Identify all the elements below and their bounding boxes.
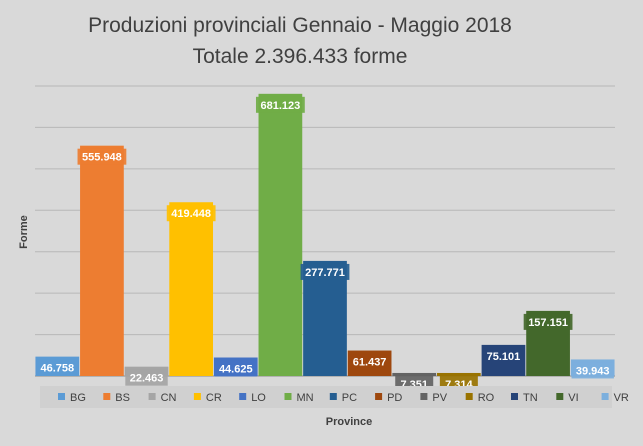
data-label-mn: 681.123 — [261, 100, 301, 112]
legend-label-mn: MN — [297, 392, 314, 404]
data-label-vi: 157.151 — [528, 317, 568, 329]
legend-background — [40, 386, 612, 408]
legend: BG BS CN CR LO MN PC PD PV RO TN VI VR — [58, 392, 629, 404]
data-labels: 46.758 555.948 22.463 419.448 44.625 681.123 2… — [36, 96, 614, 392]
data-label-cr: 419.448 — [171, 208, 211, 220]
data-label-bg: 46.758 — [40, 363, 74, 375]
legend-label-cr: CR — [206, 392, 222, 404]
data-label-background — [166, 205, 216, 222]
x-axis-title: Province — [326, 416, 372, 428]
legend-swatch-cn — [148, 393, 156, 400]
legend-swatch-pd — [375, 393, 383, 400]
legend-swatch-vi — [556, 393, 564, 400]
data-label-background — [300, 263, 350, 280]
data-label-cn: 22.463 — [130, 373, 164, 385]
legend-label-bs: BS — [115, 392, 130, 404]
bar-bs — [80, 145, 124, 376]
legend-swatch-bs — [103, 393, 111, 400]
bar-pc — [303, 260, 347, 376]
data-label-background — [523, 313, 573, 330]
legend-label-cn: CN — [161, 392, 177, 404]
data-label-background — [214, 360, 257, 377]
legend-swatch-bg — [58, 393, 65, 400]
data-label-tn: 75.101 — [487, 351, 521, 363]
data-label-background — [125, 369, 168, 386]
legend-swatch-pv — [420, 393, 428, 400]
data-label-pc: 277.771 — [305, 267, 345, 279]
chart-title: Produzioni provinciali Gennaio - Maggio … — [88, 14, 512, 37]
legend-label-lo: LO — [251, 392, 266, 404]
data-label-background — [36, 359, 79, 376]
bar-ro — [436, 372, 481, 376]
data-label-background — [348, 353, 391, 370]
bar-pv — [392, 372, 437, 376]
legend-label-pv: PV — [432, 392, 447, 404]
legend-label-pc: PC — [342, 392, 357, 404]
legend-label-tn: TN — [523, 392, 538, 404]
data-label-pd: 61.437 — [353, 357, 387, 369]
legend-label-vr: VR — [614, 392, 629, 404]
y-axis-title: Forme — [18, 215, 30, 249]
data-label-bs: 555.948 — [82, 152, 122, 164]
legend-label-ro: RO — [478, 392, 495, 404]
legend-swatch-lo — [239, 393, 247, 400]
data-label-background — [255, 96, 305, 113]
data-label-vr: 39.943 — [576, 365, 610, 377]
bar-mn — [258, 93, 303, 377]
legend-swatch-vr — [601, 393, 609, 400]
legend-label-vi: VI — [568, 392, 578, 404]
legend-label-pd: PD — [387, 392, 402, 404]
data-label-lo: 44.625 — [219, 364, 253, 376]
data-label-background — [77, 148, 127, 165]
legend-swatch-tn — [511, 393, 518, 400]
data-label-background — [482, 347, 525, 364]
legend-swatch-cr — [193, 393, 201, 400]
legend-swatch-pc — [329, 393, 337, 400]
legend-swatch-mn — [284, 393, 292, 400]
legend-label-bg: BG — [70, 392, 86, 404]
data-label-background — [571, 362, 614, 379]
chart-subtitle: Totale 2.396.433 forme — [193, 45, 408, 68]
bar-cr — [169, 202, 214, 376]
legend-swatch-ro — [465, 393, 473, 400]
